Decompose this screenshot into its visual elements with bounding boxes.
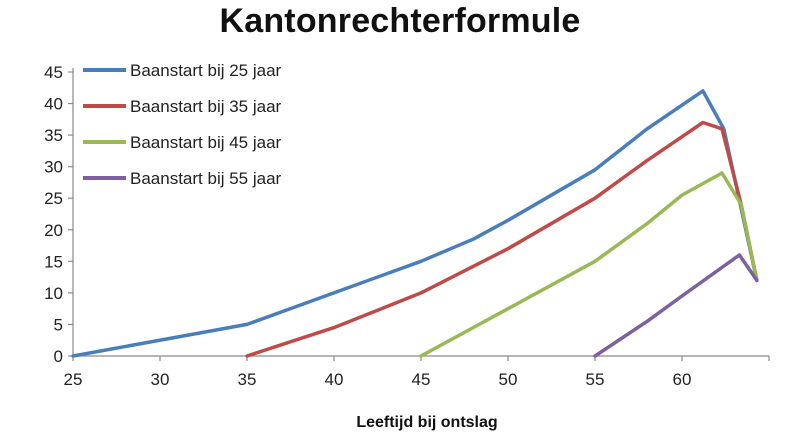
y-tick-label: 0 (54, 347, 63, 366)
y-tick-label: 5 (54, 315, 63, 334)
y-tick-label: 15 (44, 252, 63, 271)
y-tick-label: 45 (44, 63, 63, 82)
x-tick-label: 40 (325, 370, 344, 389)
y-tick-label: 20 (44, 221, 63, 240)
y-tick-label: 10 (44, 284, 63, 303)
x-axis-label: Leeftijd bij ontslag (356, 414, 497, 431)
x-tick-label: 45 (412, 370, 431, 389)
series-lines (71, 89, 759, 358)
legend-label: Baanstart bij 55 jaar (130, 169, 282, 188)
y-tick-label: 30 (44, 158, 63, 177)
x-tick-label: 25 (64, 370, 83, 389)
chart-title: Kantonrechterformule (219, 2, 581, 40)
x-tick-label: 50 (499, 370, 518, 389)
x-tick-label: 30 (151, 370, 170, 389)
series-line (593, 253, 759, 358)
legend: Baanstart bij 25 jaar Baanstart bij 35 ja… (83, 61, 282, 188)
x-tick-label: 55 (586, 370, 605, 389)
x-tick-label: 35 (238, 370, 257, 389)
x-tick-label: 60 (673, 370, 692, 389)
legend-label: Baanstart bij 45 jaar (130, 133, 282, 152)
y-tick-label: 25 (44, 189, 63, 208)
y-tick-label: 40 (44, 95, 63, 114)
legend-label: Baanstart bij 35 jaar (130, 97, 282, 116)
series-line (419, 171, 759, 358)
legend-label: Baanstart bij 25 jaar (130, 61, 282, 80)
y-tick-label: 35 (44, 126, 63, 145)
series-line (71, 89, 759, 358)
series-line (245, 120, 759, 358)
